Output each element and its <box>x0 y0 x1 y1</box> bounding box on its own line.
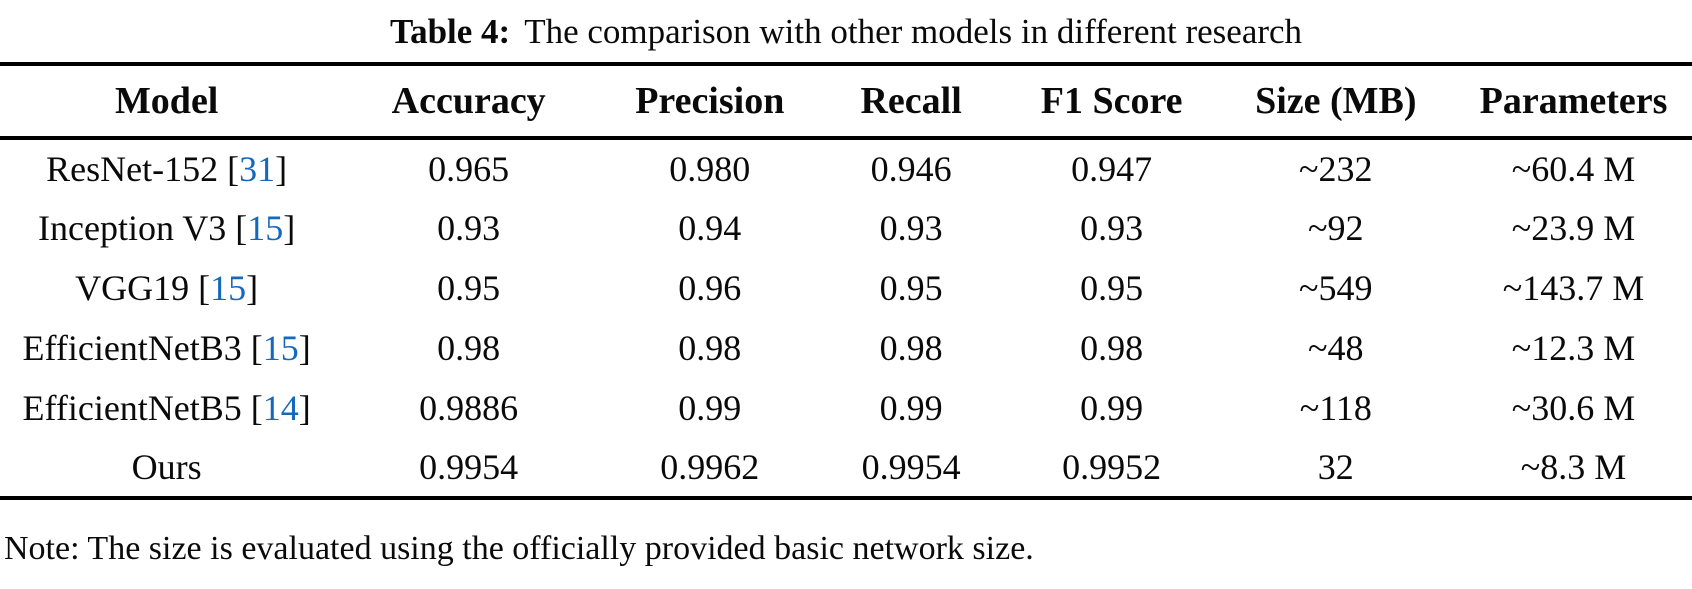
citation-bracket-open: [ <box>250 328 263 368</box>
table-note: Note: The size is evaluated using the of… <box>4 530 1034 567</box>
table-row: ResNet-152 [31] 0.965 0.980 0.946 0.947 … <box>0 138 1692 198</box>
column-header-recall: Recall <box>860 80 962 122</box>
cell-size: ~549 <box>1299 268 1373 308</box>
cell-model: Ours <box>131 447 202 487</box>
cell-size: ~118 <box>1299 388 1372 428</box>
column-header-f1-score: F1 Score <box>1040 80 1183 122</box>
cell-recall: 0.946 <box>870 149 952 189</box>
cell-accuracy: 0.965 <box>428 149 510 189</box>
cell-precision: 0.980 <box>669 149 751 189</box>
cell-recall: 0.9954 <box>861 447 961 487</box>
table-row: VGG19 [15] 0.95 0.96 0.95 0.95 ~549 ~143… <box>0 258 1692 318</box>
column-header-size: Size (MB) <box>1255 80 1417 122</box>
cell-f1-score: 0.9952 <box>1062 447 1162 487</box>
table-caption-text: The comparison with other models in diff… <box>524 12 1303 51</box>
cell-f1-score: 0.95 <box>1080 268 1144 308</box>
cell-recall: 0.93 <box>879 208 943 248</box>
comparison-table: Model Accuracy Precision Recall F1 Score… <box>0 62 1692 500</box>
citation-link[interactable]: 15 <box>247 208 284 248</box>
citation-bracket-close: ] <box>246 268 259 308</box>
cell-accuracy: 0.95 <box>437 268 501 308</box>
table-caption-label: Table 4: <box>389 12 511 51</box>
table-row: Ours 0.9954 0.9962 0.9954 0.9952 32 ~8.3… <box>0 438 1692 498</box>
cell-precision: 0.94 <box>678 208 742 248</box>
cell-accuracy: 0.93 <box>437 208 501 248</box>
cell-accuracy: 0.9886 <box>419 388 519 428</box>
column-header-parameters: Parameters <box>1479 80 1668 122</box>
citation-bracket-open: [ <box>235 208 248 248</box>
header-row: Model Accuracy Precision Recall F1 Score… <box>0 64 1692 138</box>
cell-model: ResNet-152 [31] <box>46 149 288 189</box>
cell-parameters: ~60.4 M <box>1511 149 1636 189</box>
cell-f1-score: 0.947 <box>1071 149 1153 189</box>
cell-parameters: ~30.6 M <box>1511 388 1636 428</box>
cell-f1-score: 0.93 <box>1080 208 1144 248</box>
cell-size: ~48 <box>1308 328 1364 368</box>
column-header-precision: Precision <box>635 80 785 122</box>
cell-precision: 0.96 <box>678 268 742 308</box>
cell-model: EfficientNetB3 [15] <box>22 328 311 368</box>
cell-parameters: ~8.3 M <box>1520 447 1627 487</box>
citation-bracket-open: [ <box>250 388 263 428</box>
citation-bracket-open: [ <box>227 149 240 189</box>
table-row: EfficientNetB3 [15] 0.98 0.98 0.98 0.98 … <box>0 318 1692 378</box>
cell-precision: 0.98 <box>678 328 742 368</box>
cell-size: ~92 <box>1308 208 1364 248</box>
citation-link[interactable]: 31 <box>239 149 276 189</box>
cell-size: ~232 <box>1299 149 1373 189</box>
citation-bracket-close: ] <box>283 208 296 248</box>
citation-bracket-open: [ <box>198 268 211 308</box>
table-caption: Table 4: The comparison with other models… <box>0 0 1692 62</box>
cell-size: 32 <box>1317 447 1354 487</box>
cell-recall: 0.98 <box>879 328 943 368</box>
column-header-model: Model <box>114 80 219 122</box>
citation-link[interactable]: 15 <box>210 268 247 308</box>
citation-bracket-close: ] <box>298 328 311 368</box>
cell-model: VGG19 [15] <box>75 268 259 308</box>
citation-bracket-close: ] <box>298 388 311 428</box>
cell-precision: 0.99 <box>678 388 742 428</box>
cell-model: Inception V3 [15] <box>38 208 296 248</box>
table-row: EfficientNetB5 [14] 0.9886 0.99 0.99 0.9… <box>0 378 1692 438</box>
citation-link[interactable]: 14 <box>262 388 299 428</box>
cell-recall: 0.99 <box>879 388 943 428</box>
cell-f1-score: 0.99 <box>1080 388 1144 428</box>
column-header-accuracy: Accuracy <box>391 80 546 122</box>
cell-parameters: ~12.3 M <box>1511 328 1636 368</box>
cell-recall: 0.95 <box>879 268 943 308</box>
cell-precision: 0.9962 <box>660 447 760 487</box>
cell-parameters: ~23.9 M <box>1511 208 1636 248</box>
cell-f1-score: 0.98 <box>1080 328 1144 368</box>
cell-accuracy: 0.9954 <box>419 447 519 487</box>
table-row: Inception V3 [15] 0.93 0.94 0.93 0.93 ~9… <box>0 198 1692 258</box>
cell-model: EfficientNetB5 [14] <box>22 388 311 428</box>
citation-bracket-close: ] <box>275 149 288 189</box>
citation-link[interactable]: 15 <box>262 328 299 368</box>
cell-parameters: ~143.7 M <box>1502 268 1645 308</box>
cell-accuracy: 0.98 <box>437 328 501 368</box>
